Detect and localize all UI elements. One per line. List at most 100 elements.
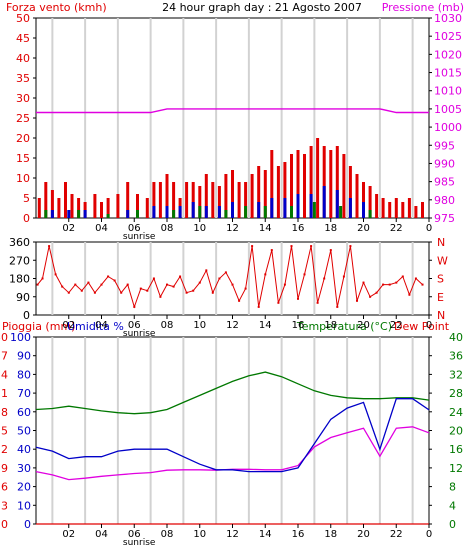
wind-bar <box>231 170 234 218</box>
wind-bar <box>368 210 372 218</box>
rain-y-tick-label: 21 <box>0 387 8 400</box>
wind-bar <box>93 194 97 218</box>
wind-bar <box>145 198 149 218</box>
direction-x-tick-label: 0 <box>426 320 432 331</box>
direction-point <box>270 249 273 252</box>
header-wind-label: Forza vento (kmh) <box>6 1 107 14</box>
direction-point <box>362 281 365 284</box>
pressure-y-tick-label: 995 <box>434 139 455 152</box>
direction-point <box>192 289 195 292</box>
temperature-x-tick-label: 0 <box>426 529 432 540</box>
wind-bar <box>335 190 339 218</box>
rain-y-tick-label: 3 <box>1 499 8 512</box>
direction-sunrise-label: sunrise <box>123 329 156 339</box>
wind-y-tick-label: 35 <box>16 72 30 85</box>
wind-bar <box>152 206 156 218</box>
rain-y-tick-label: 0 <box>1 518 8 531</box>
direction-point <box>421 283 424 286</box>
wind-bar <box>185 182 189 218</box>
direction-point <box>303 273 306 276</box>
wind-bar <box>126 210 130 218</box>
wind-y-tick-label: 50 <box>16 12 30 25</box>
rain-y-tick-label: 30 <box>0 331 8 344</box>
humidity-y-tick-label: 10 <box>17 499 31 512</box>
wind-x-tick-label: 22 <box>390 223 403 234</box>
wind-bar <box>322 186 326 218</box>
wind-x-tick-label: 18 <box>324 223 337 234</box>
pressure-y-tick-label: 975 <box>434 212 455 225</box>
direction-point <box>152 277 155 280</box>
dewpoint-axis-label: Dew Point <box>394 320 450 333</box>
pressure-y-tick-label: 1005 <box>434 103 462 116</box>
wind-bar <box>270 198 274 218</box>
direction-y-tick-label: 180 <box>9 273 30 286</box>
direction-point <box>185 291 188 294</box>
rain-y-tick-label: 9 <box>1 462 8 475</box>
direction-point <box>244 287 247 290</box>
wind-bar <box>106 214 110 218</box>
wind-bar <box>217 206 221 218</box>
wind-bar <box>270 150 274 218</box>
direction-x-tick-label: 08 <box>161 320 174 331</box>
wind-bar <box>263 170 267 218</box>
wind-bar <box>362 182 365 218</box>
temperature-x-tick-label: 12 <box>226 529 239 540</box>
direction-point <box>336 305 339 308</box>
direction-x-tick-label: 04 <box>95 320 108 331</box>
wind-y-tick-label: 15 <box>16 152 30 165</box>
direction-y-tick-label: 90 <box>16 291 30 304</box>
wind-bar <box>362 202 365 218</box>
direction-point <box>61 285 64 288</box>
wind-bar <box>257 202 261 218</box>
humidity-line <box>35 398 430 473</box>
direction-point <box>277 301 280 304</box>
pressure-y-tick-label: 1015 <box>434 67 462 80</box>
temperature-x-tick-label: 20 <box>357 529 370 540</box>
direction-point <box>139 287 142 290</box>
pressure-y-tick-label: 1010 <box>434 85 462 98</box>
wind-bar <box>244 206 248 218</box>
pressure-y-tick-label: 1000 <box>434 121 462 134</box>
wind-bar <box>375 194 379 218</box>
direction-point <box>166 283 168 286</box>
pressure-y-tick-label: 1025 <box>434 30 462 43</box>
header-title: 24 hour graph day : 21 Agosto 2007 <box>162 1 362 14</box>
humidity-y-tick-label: 20 <box>17 481 31 494</box>
wind-bar <box>312 202 316 218</box>
humidity-y-tick-label: 40 <box>17 443 31 456</box>
direction-x-tick-label: 22 <box>390 320 403 331</box>
wind-x-tick-label: 06 <box>128 223 141 234</box>
wind-bar <box>77 198 81 218</box>
wind-bar <box>290 154 293 218</box>
humidity-y-tick-label: 50 <box>17 425 31 438</box>
rain-y-tick-label: 6 <box>1 481 8 494</box>
direction-point <box>356 299 358 302</box>
wind-bar <box>339 206 343 218</box>
wind-bar <box>303 154 306 218</box>
direction-point <box>251 245 254 248</box>
wind-x-tick-label: 08 <box>161 223 174 234</box>
direction-point <box>349 245 352 248</box>
wind-bar <box>231 202 234 218</box>
wind-bar <box>322 146 326 218</box>
wind-x-tick-label: 02 <box>62 223 75 234</box>
direction-point <box>41 277 44 280</box>
wind-bar <box>198 186 202 218</box>
wind-x-tick-label: 20 <box>357 223 370 234</box>
wind-bar <box>296 150 300 218</box>
direction-point <box>133 305 136 308</box>
direction-point <box>224 271 227 274</box>
temperature-x-tick-label: 16 <box>292 529 305 540</box>
rain-y-tick-label: 27 <box>0 350 8 363</box>
direction-x-tick-label: 06 <box>128 320 141 331</box>
wind-x-tick-label: 14 <box>259 223 272 234</box>
humidity-y-tick-label: 90 <box>17 350 31 363</box>
direction-point <box>126 283 129 286</box>
wind-bar <box>204 174 208 218</box>
direction-point <box>310 245 313 248</box>
direction-point <box>323 277 326 280</box>
direction-point <box>211 291 214 294</box>
wind-bar <box>37 198 41 218</box>
temperature-y-tick-label: 0 <box>449 518 456 531</box>
temperature-line <box>35 371 430 415</box>
